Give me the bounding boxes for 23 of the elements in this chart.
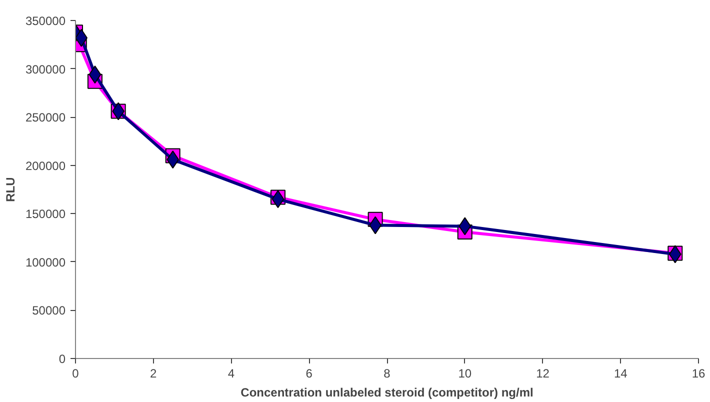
x-tick-label: 10 — [458, 366, 472, 380]
y-tick-label: 300000 — [25, 62, 66, 76]
y-tick-label: 250000 — [25, 110, 66, 125]
point — [166, 150, 180, 169]
x-tick-label: 12 — [536, 366, 550, 380]
x-tick-label: 6 — [306, 366, 313, 380]
x-tick-label: 8 — [384, 366, 391, 380]
y-tick-label: 100000 — [25, 255, 66, 270]
y-tick-label: 150000 — [25, 207, 66, 222]
x-tick-label: 0 — [72, 366, 80, 380]
x-tick-label: 2 — [150, 366, 158, 380]
y-tick-label: 200000 — [25, 158, 66, 173]
y-tick-label: 0 — [58, 352, 66, 366]
x-tick-label: 4 — [228, 366, 235, 380]
point — [88, 66, 102, 84]
y-axis-title: RLU — [3, 177, 18, 202]
x-tick-label: 14 — [614, 366, 628, 380]
y-tick-label: 350000 — [25, 14, 66, 28]
x-tick-label: 16 — [692, 366, 706, 380]
point — [272, 190, 284, 208]
x-axis-title: Concentration unlabeled steroid (competitor) ng/ml — [240, 386, 534, 400]
point — [458, 217, 472, 236]
y-tick-label: 50000 — [32, 304, 66, 318]
